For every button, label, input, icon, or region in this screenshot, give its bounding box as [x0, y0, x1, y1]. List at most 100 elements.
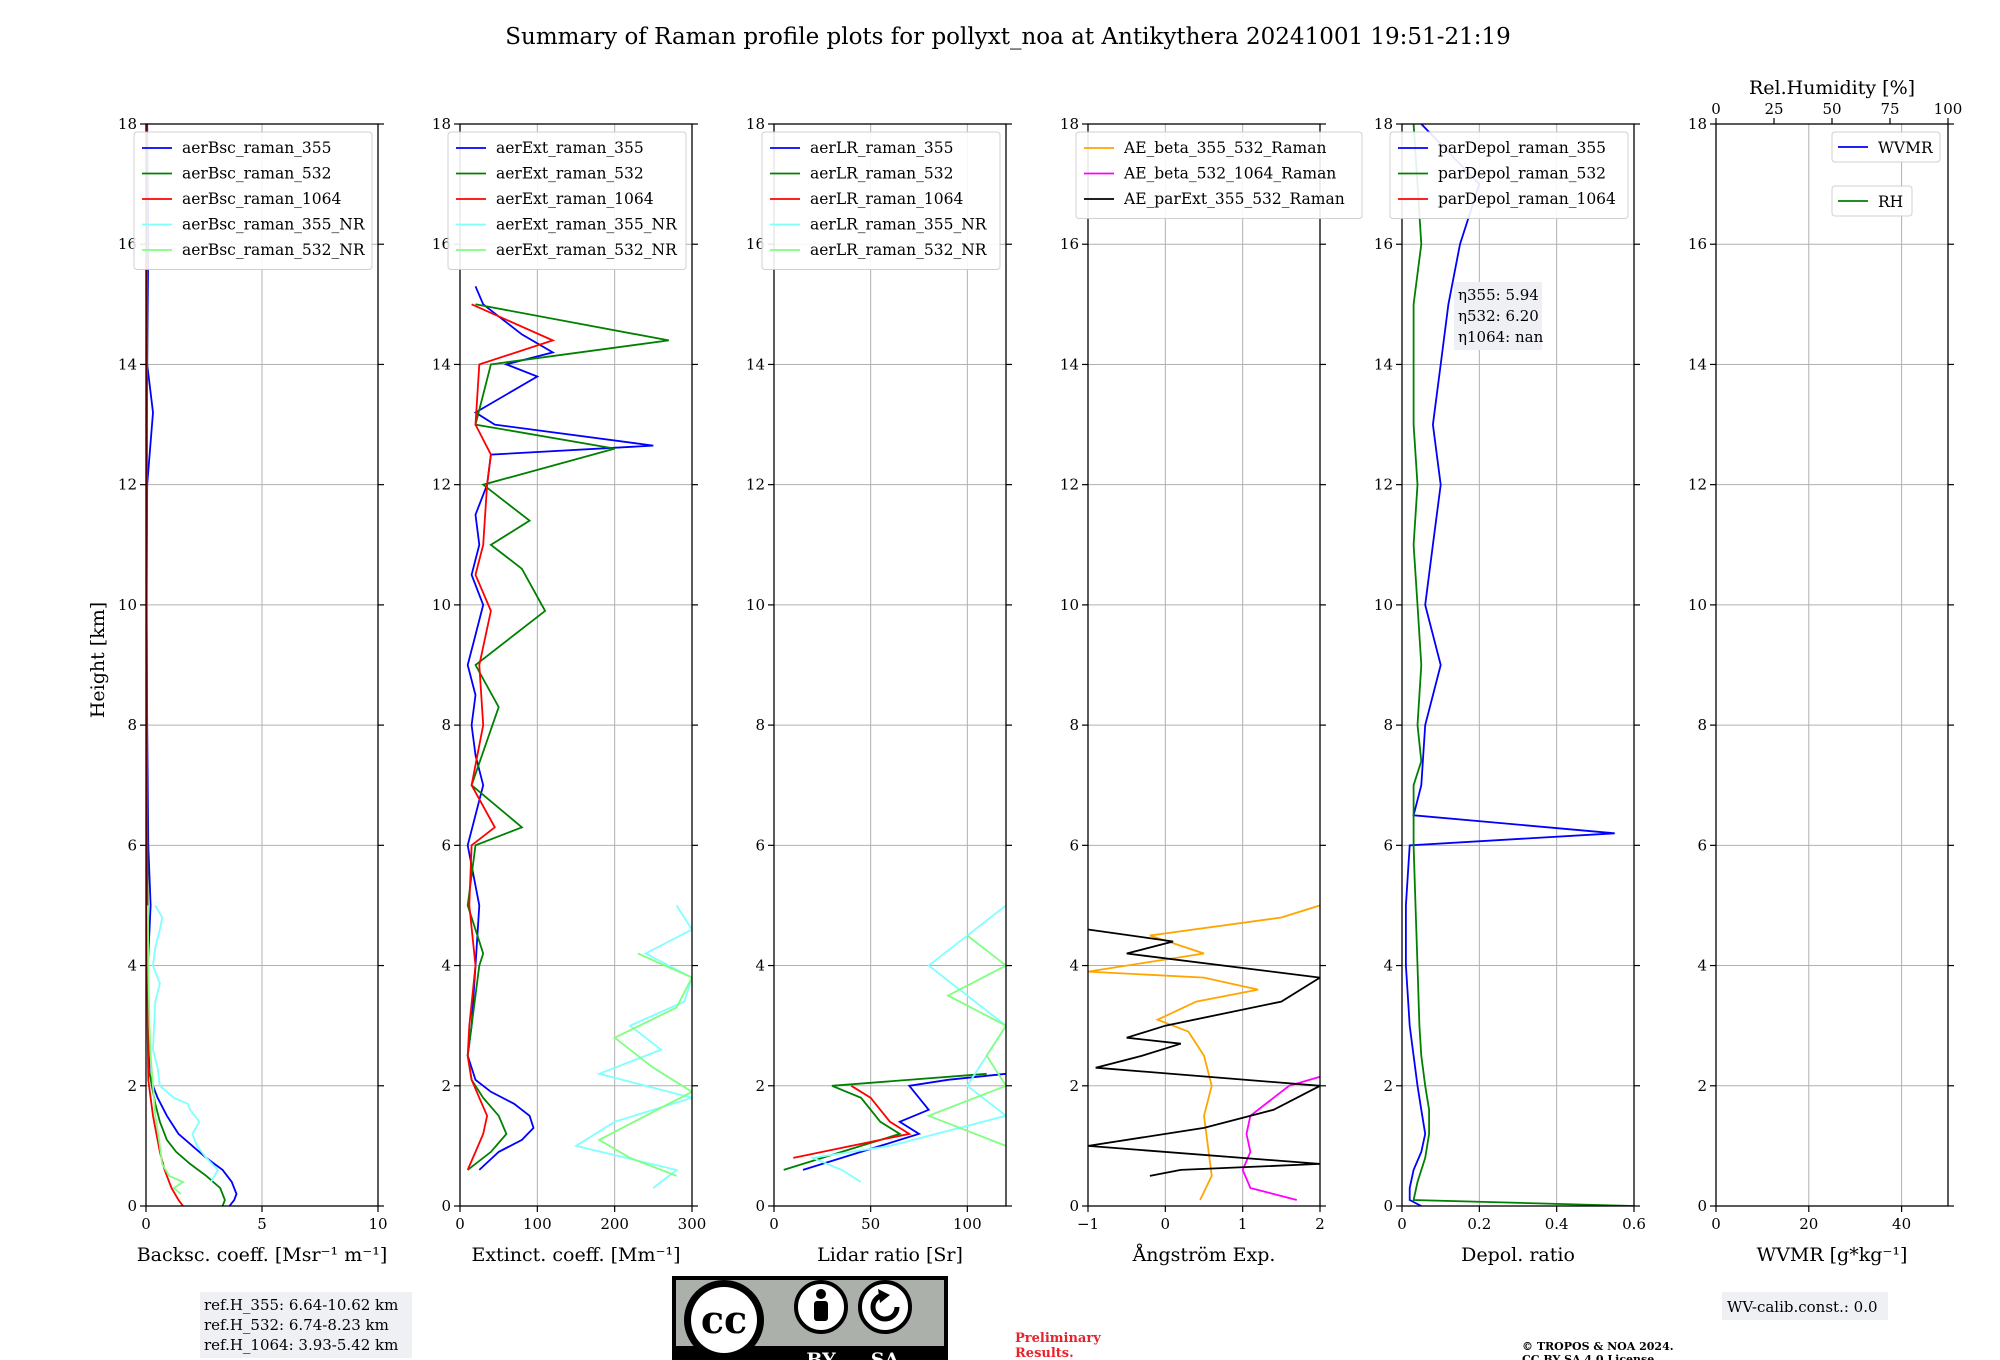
- y-tick-label: 12: [118, 476, 137, 494]
- series-line: [926, 934, 1006, 1147]
- y-tick-label: 2: [755, 1077, 765, 1095]
- series-line: [802, 1072, 1006, 1171]
- y-tick-label: 0: [1697, 1197, 1707, 1215]
- y-tick-label: 18: [1060, 115, 1079, 133]
- y-tick-label: 12: [1060, 476, 1079, 494]
- y-tick-label: 6: [1383, 836, 1393, 854]
- reference-height-text: ref.H_355: 6.64-10.62 km: [204, 1296, 398, 1314]
- y-tick-label: 8: [127, 716, 137, 734]
- x-axis-label: Ångström Exp.: [1132, 1244, 1276, 1266]
- series-line: [783, 1072, 987, 1171]
- sa-share-alike-icon: [858, 1280, 912, 1334]
- y-tick-label: 6: [1069, 836, 1079, 854]
- x-tick-label: 300: [678, 1215, 707, 1233]
- y-tick-label: 14: [1060, 355, 1079, 373]
- series-group: [1405, 124, 1634, 1206]
- sa-arrowhead-icon: [878, 1289, 890, 1303]
- series-line: [146, 124, 226, 1206]
- cc-by-sa-badge: cc BY SA: [672, 1276, 948, 1360]
- series-group: [146, 124, 238, 1206]
- y-tick-label: 18: [432, 115, 451, 133]
- y-tick-label: 10: [1374, 596, 1393, 614]
- x-tick-label: 0.2: [1467, 1215, 1491, 1233]
- series-line: [1412, 124, 1634, 1206]
- x-tick-label: 0: [769, 1215, 779, 1233]
- panel-2: 0 2 4 6 8 10 12 14 16 18 0 100 200 300 Extinct. coeff.…: [432, 115, 706, 1266]
- reference-height-text: ref.H_532: 6.74-8.23 km: [204, 1316, 389, 1334]
- legend-label: aerExt_raman_532: [496, 165, 644, 183]
- y-tick-label: 2: [127, 1077, 137, 1095]
- eta-text: η1064: nan: [1458, 328, 1544, 346]
- legend-box: [1389, 131, 1629, 219]
- y-tick-label: 4: [1069, 957, 1079, 975]
- series-line: [466, 303, 556, 1171]
- y-tick-label: 14: [1374, 355, 1393, 373]
- x-axis-label: WVMR [g*kg⁻¹]: [1757, 1244, 1908, 1266]
- panels: 0 2 4 6 8 10 12 14 16 18 0 5 10 Backsc. coeff. [Msr⁻¹…: [118, 77, 1962, 1266]
- y-tick-label: 18: [1374, 115, 1393, 133]
- x-axis-label: Lidar ratio [Sr]: [817, 1244, 963, 1266]
- x-tick-label: 0: [1161, 1215, 1171, 1233]
- x-axis-label: Backsc. coeff. [Msr⁻¹ m⁻¹]: [137, 1244, 388, 1266]
- y-tick-label: 10: [118, 596, 137, 614]
- y-tick-label: 0: [1069, 1197, 1079, 1215]
- sa-label: SA: [871, 1349, 900, 1360]
- figure-title: Summary of Raman profile plots for polly…: [505, 24, 1511, 50]
- x-tick-label: 0.4: [1545, 1215, 1569, 1233]
- y-tick-label: 4: [1383, 957, 1393, 975]
- y-tick-label: 12: [432, 476, 451, 494]
- y-tick-label: 16: [1374, 235, 1393, 253]
- plot-frame: [1715, 123, 1949, 1207]
- preliminary-note: Results.: [1015, 1346, 1074, 1360]
- legend-label: WVMR: [1878, 139, 1934, 157]
- y-tick-label: 6: [1697, 836, 1707, 854]
- legend: WVMR RH: [1831, 131, 1941, 217]
- legend-label: aerLR_raman_355_NR: [810, 216, 988, 234]
- legend-box: [447, 131, 687, 270]
- x-tick-label: 5: [257, 1215, 267, 1233]
- panel-5: 0 2 4 6 8 10 12 14 16 18 0 0.2 0.4 0.6 Depol. ratio par…: [1374, 115, 1646, 1266]
- legend-label: AE_beta_532_1064_Raman: [1123, 165, 1336, 183]
- plot-frame: [1401, 123, 1635, 1207]
- legend: aerExt_raman_355 aerExt_raman_532 aerExt_r…: [447, 131, 687, 270]
- x-tick-label: 0: [1711, 1215, 1721, 1233]
- series-line: [146, 124, 238, 1206]
- copyright-note: CC BY SA 4.0 License.: [1522, 1353, 1658, 1360]
- y-tick-label: 16: [432, 235, 451, 253]
- legend: parDepol_raman_355 parDepol_raman_532 parD…: [1389, 131, 1629, 219]
- plot-frame: [459, 123, 693, 1207]
- y-tick-label: 8: [441, 716, 451, 734]
- y-tick-label: 12: [746, 476, 765, 494]
- series-line: [152, 904, 220, 1183]
- panel-1: 0 2 4 6 8 10 12 14 16 18 0 5 10 Backsc. coeff. [Msr⁻¹…: [118, 115, 388, 1266]
- legend-label: aerExt_raman_1064: [496, 190, 654, 208]
- series-line: [147, 905, 185, 1195]
- y-tick-label: 2: [1069, 1077, 1079, 1095]
- series-line: [793, 1085, 912, 1159]
- series-line: [1088, 928, 1320, 1177]
- y-tick-label: 14: [1688, 355, 1707, 373]
- y-tick-label: 12: [1374, 476, 1393, 494]
- y-tick-label: 14: [118, 355, 137, 373]
- wv-calib-text: WV-calib.const.: 0.0: [1727, 1298, 1878, 1316]
- top-x-tick-label: 0: [1711, 100, 1721, 118]
- y-axis-label: Height [km]: [87, 602, 109, 718]
- x-axis-label: Depol. ratio: [1461, 1244, 1575, 1266]
- x-tick-label: 10: [368, 1215, 387, 1233]
- y-tick-label: 2: [441, 1077, 451, 1095]
- legend-box: [761, 131, 1001, 270]
- series-group: [466, 285, 692, 1189]
- legend-box: [1831, 185, 1913, 217]
- legend: aerLR_raman_355 aerLR_raman_532 aerLR_rama…: [761, 131, 1001, 270]
- y-tick-label: 10: [1688, 596, 1707, 614]
- legend-label: AE_parExt_355_532_Raman: [1123, 190, 1345, 208]
- legend-label: aerLR_raman_532: [810, 165, 953, 183]
- series-line: [1405, 124, 1615, 1206]
- series-line: [597, 952, 692, 1177]
- x-tick-label: −1: [1077, 1215, 1099, 1233]
- cc-circle-inner: [691, 1287, 757, 1353]
- y-tick-label: 8: [1697, 716, 1707, 734]
- series-line: [809, 904, 1006, 1183]
- y-tick-label: 16: [118, 235, 137, 253]
